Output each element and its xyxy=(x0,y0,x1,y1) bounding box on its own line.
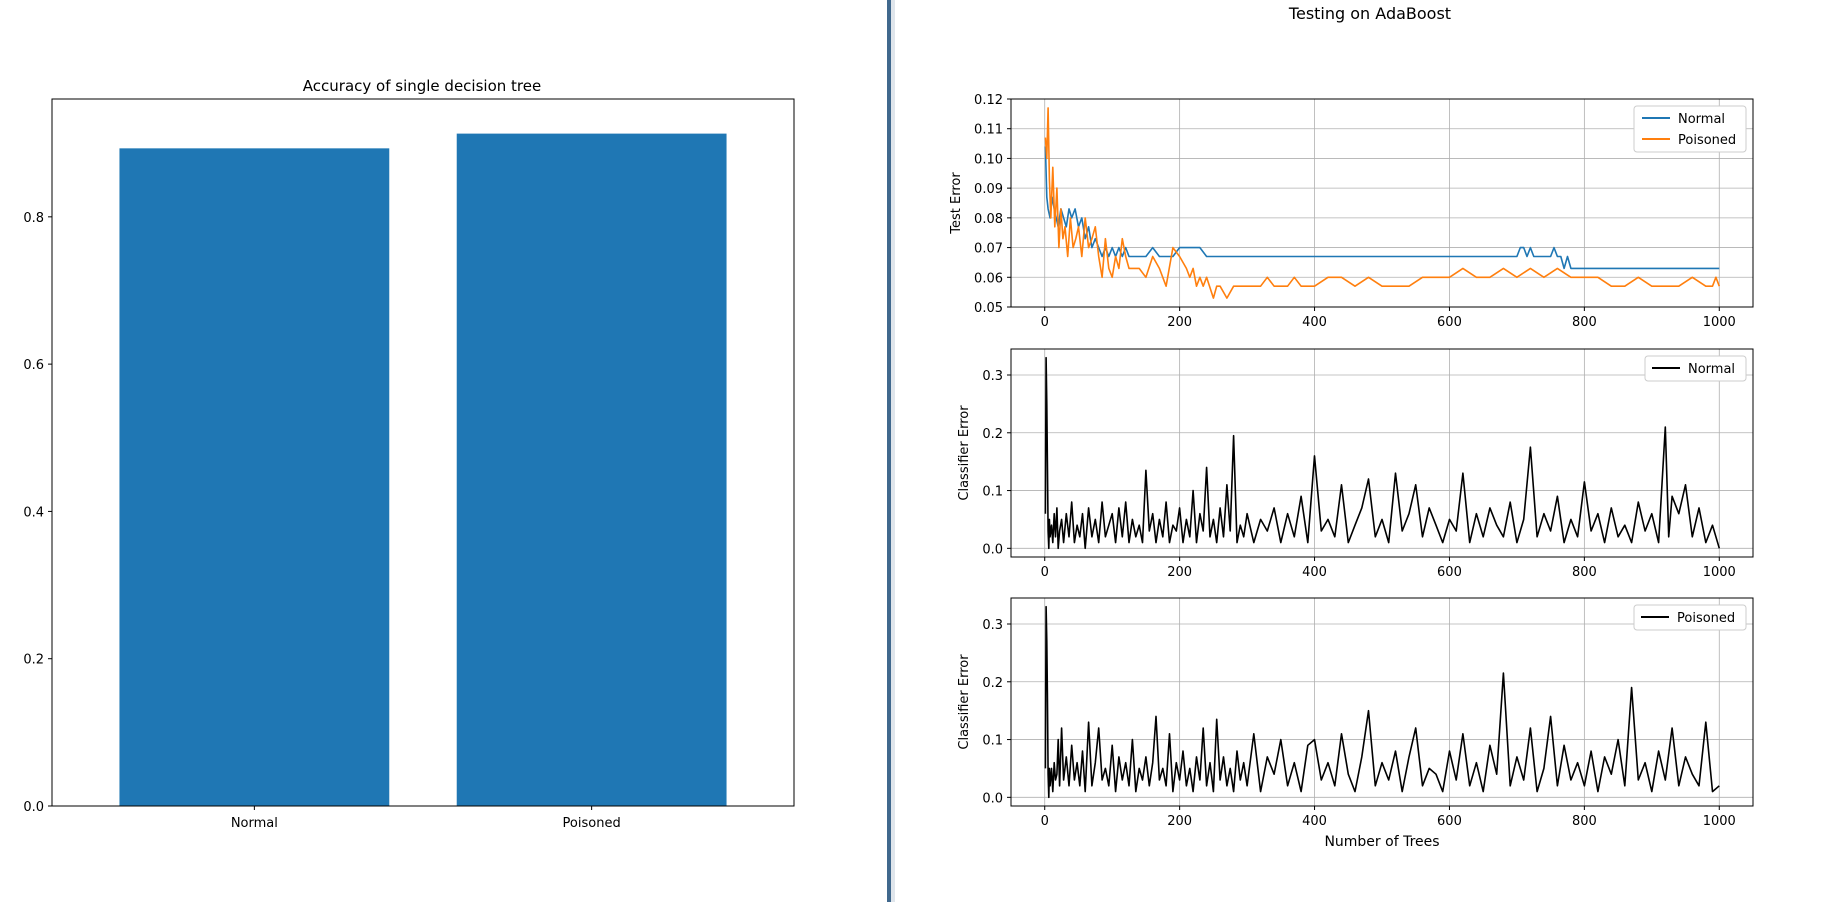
x-tick-label: 1000 xyxy=(1703,814,1736,829)
bar-normal xyxy=(119,148,390,806)
legend-label-poisoned: Poisoned xyxy=(1678,133,1736,148)
classifier-error-poisoned-panel: 0 200 400 600 800 1000 0.0 0.1 0.2 0.3 Classifier… xyxy=(957,597,1754,850)
y-tick-label: 0.0 xyxy=(23,800,44,815)
x-tick-label: 200 xyxy=(1167,814,1192,829)
y-tick-label: 0.4 xyxy=(23,505,44,520)
test-error-panel: 0 200 400 600 800 1000 0.05 0.06 0.07 0.08 0.09 0.1… xyxy=(949,93,1754,330)
x-tick-label: 200 xyxy=(1167,315,1192,330)
series-line-poisoned xyxy=(1044,107,1721,299)
x-tick-label: 800 xyxy=(1572,315,1597,330)
y-tick-label: 0.05 xyxy=(974,301,1003,316)
x-tick-label: Normal xyxy=(231,816,278,831)
right-figure-suptitle: Testing on AdaBoost xyxy=(1288,4,1451,23)
x-tick-label: 1000 xyxy=(1703,565,1736,580)
x-tick-label: 0 xyxy=(1041,315,1049,330)
classifier-error-poisoned-legend: Poisoned xyxy=(1633,604,1747,631)
y-tick-label: 0.6 xyxy=(23,358,44,373)
x-tick-label: 0 xyxy=(1041,814,1049,829)
series-line-normal xyxy=(1044,356,1721,550)
series-line-normal xyxy=(1044,146,1720,270)
x-tick-label: Poisoned xyxy=(563,816,621,831)
legend-label-normal: Normal xyxy=(1678,112,1725,127)
x-tick-label: 200 xyxy=(1167,565,1192,580)
classifier-error-normal-frame xyxy=(1010,348,1754,558)
y-tick-label: 0.2 xyxy=(23,653,44,668)
x-tick-label: 0 xyxy=(1041,565,1049,580)
classifier-error-normal-legend: Normal xyxy=(1644,355,1747,382)
classifier-error-normal-ylabel: Classifier Error xyxy=(957,405,972,501)
y-tick-label: 0.07 xyxy=(974,242,1003,257)
y-tick-label: 0.1 xyxy=(982,734,1003,749)
x-tick-label: 600 xyxy=(1437,565,1462,580)
x-tick-label: 800 xyxy=(1572,565,1597,580)
window-divider-shadow xyxy=(891,0,895,902)
window-divider xyxy=(887,0,891,902)
legend-box xyxy=(1644,355,1747,382)
y-tick-label: 0.08 xyxy=(974,212,1003,227)
classifier-error-normal-panel: 0 200 400 600 800 1000 0.0 0.1 0.2 0.3 Classifier… xyxy=(957,348,1754,580)
y-tick-label: 0.1 xyxy=(982,485,1003,500)
y-tick-label: 0.3 xyxy=(982,618,1003,633)
y-tick-label: 0.3 xyxy=(982,369,1003,384)
y-tick-label: 0.0 xyxy=(982,791,1003,806)
x-tick-label: 600 xyxy=(1437,814,1462,829)
y-tick-label: 0.0 xyxy=(982,542,1003,557)
x-tick-label: 400 xyxy=(1302,315,1327,330)
legend-box xyxy=(1633,604,1747,631)
test-error-ylabel: Test Error xyxy=(949,172,964,235)
number-of-trees-xlabel: Number of Trees xyxy=(1324,834,1439,850)
y-tick-label: 0.12 xyxy=(974,93,1003,108)
legend-label-normal: Normal xyxy=(1688,362,1735,377)
y-tick-label: 0.2 xyxy=(982,676,1003,691)
bar-chart-title: Accuracy of single decision tree xyxy=(303,77,541,95)
bar-poisoned xyxy=(456,133,727,807)
classifier-error-poisoned-ylabel: Classifier Error xyxy=(957,654,972,750)
x-tick-label: 600 xyxy=(1437,315,1462,330)
accuracy-bar-chart: Accuracy of single decision tree 0.0 0.2 0… xyxy=(23,77,795,831)
classifier-error-poisoned-frame xyxy=(1010,597,1754,807)
bar-chart-frame xyxy=(51,98,795,807)
x-tick-label: 1000 xyxy=(1703,315,1736,330)
y-tick-label: 0.11 xyxy=(974,123,1003,138)
y-tick-label: 0.09 xyxy=(974,182,1003,197)
y-tick-label: 0.2 xyxy=(982,427,1003,442)
test-error-frame xyxy=(1010,98,1754,308)
legend-label-poisoned: Poisoned xyxy=(1677,611,1735,626)
x-tick-label: 800 xyxy=(1572,814,1597,829)
y-tick-label: 0.06 xyxy=(974,271,1003,286)
y-tick-label: 0.10 xyxy=(974,152,1003,167)
y-tick-label: 0.8 xyxy=(23,211,44,226)
x-tick-label: 400 xyxy=(1302,565,1327,580)
x-tick-label: 400 xyxy=(1302,814,1327,829)
test-error-legend: Normal Poisoned xyxy=(1633,105,1747,153)
series-line-poisoned xyxy=(1044,605,1720,799)
